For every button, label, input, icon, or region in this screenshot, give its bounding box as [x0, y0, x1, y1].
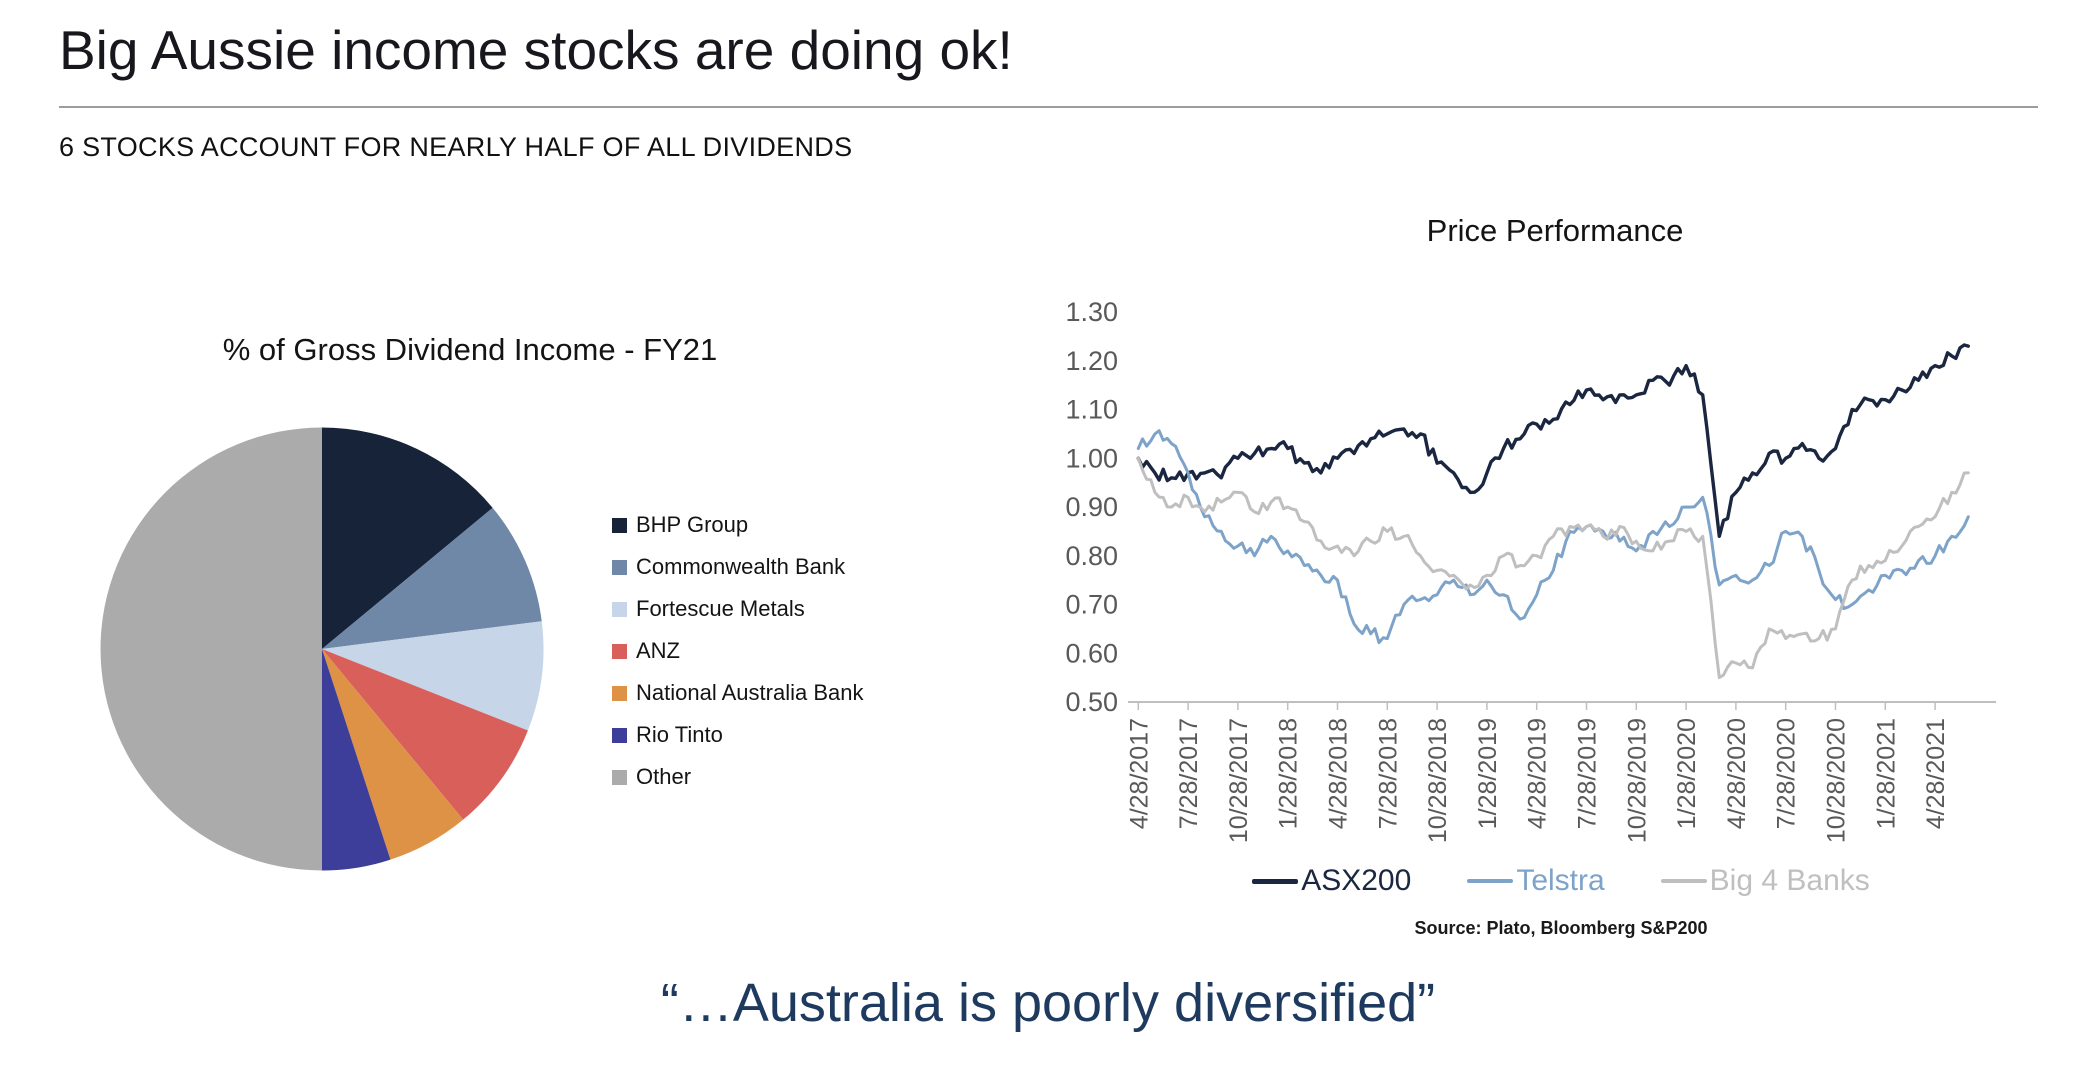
x-tick-label: 10/28/2018: [1424, 718, 1452, 843]
pie-legend-item-other: Other: [612, 764, 863, 790]
x-tick-label: 7/28/2017: [1175, 718, 1203, 829]
legend-label: Other: [636, 764, 692, 789]
pie-legend-item-fortescue-metals: Fortescue Metals: [612, 596, 863, 622]
legend-label: Big 4 Banks: [1709, 864, 1870, 897]
pie-slice-fortescue-metals: [322, 621, 544, 731]
pie-slice-rio-tinto: [322, 649, 391, 871]
title-divider: [59, 106, 2038, 108]
pie-legend-item-national-australia-bank: National Australia Bank: [612, 680, 863, 706]
legend-swatch-icon: [612, 769, 627, 785]
x-tick-label: 4/28/2021: [1922, 718, 1950, 829]
x-tick-label: 4/28/2020: [1723, 718, 1751, 829]
legend-label: BHP Group: [636, 512, 749, 537]
legend-label: Telstra: [1516, 864, 1605, 897]
series-line-big-4-banks: [1136, 456, 1970, 680]
x-tick-label: 10/28/2019: [1623, 718, 1651, 843]
pie-legend: BHP Group Commonwealth Bank Fortescue Meta…: [612, 512, 863, 790]
legend-swatch-icon: [612, 517, 627, 533]
y-tick-label: 0.70: [1065, 590, 1118, 620]
quote-text: “…Australia is poorly diversified”: [660, 973, 1436, 1033]
x-tick-label: 1/28/2019: [1474, 718, 1502, 829]
legend-label: Rio Tinto: [636, 722, 723, 747]
series-line-telstra: [1136, 429, 1970, 645]
line-legend-item-asx200: ASX200: [1252, 864, 1411, 898]
legend-swatch-icon: [612, 559, 627, 575]
x-tick-label: 7/28/2018: [1374, 718, 1402, 829]
y-tick-label: 0.90: [1065, 492, 1118, 522]
pie-legend-item-anz: ANZ: [612, 638, 863, 664]
legend-swatch-icon: [612, 643, 627, 659]
y-tick-label: 1.20: [1065, 346, 1118, 376]
line-legend-item-big-4-banks: Big 4 Banks: [1660, 864, 1870, 898]
pie-slice-bhp-group: [322, 427, 493, 649]
legend-label: ANZ: [636, 638, 680, 663]
x-tick-label: 1/28/2020: [1673, 718, 1701, 829]
y-tick-label: 1.10: [1065, 395, 1118, 425]
legend-line-swatch-icon: [1660, 879, 1707, 883]
pie-slice-commonwealth-bank: [322, 507, 542, 649]
x-tick-label: 7/28/2019: [1574, 718, 1602, 829]
legend-line-swatch-icon: [1467, 879, 1514, 883]
x-tick-label: 1/28/2021: [1872, 718, 1900, 829]
y-tick-label: 1.00: [1065, 443, 1118, 473]
pie-slice-other: [100, 427, 323, 871]
pie-chart-title: % of Gross Dividend Income - FY21: [222, 332, 718, 367]
legend-swatch-icon: [612, 685, 627, 701]
legend-line-swatch-icon: [1252, 878, 1299, 884]
legend-label: Fortescue Metals: [636, 596, 805, 621]
pie-legend-item-bhp-group: BHP Group: [612, 512, 863, 538]
pie-slice-national-australia-bank: [322, 649, 464, 860]
pie-chart: [100, 427, 544, 871]
legend-swatch-icon: [612, 727, 627, 743]
line-legend: ASX200 Telstra Big 4 Banks: [1086, 864, 2036, 898]
x-tick-label: 10/28/2020: [1823, 718, 1851, 843]
legend-label: National Australia Bank: [636, 680, 864, 705]
legend-swatch-icon: [612, 601, 627, 617]
x-tick-label: 4/28/2019: [1524, 718, 1552, 829]
line-chart-title: Price Performance: [1426, 213, 1684, 248]
y-tick-label: 1.30: [1065, 297, 1118, 327]
legend-label: ASX200: [1301, 864, 1412, 897]
x-tick-label: 10/28/2017: [1225, 718, 1253, 843]
y-tick-label: 0.80: [1065, 541, 1118, 571]
line-legend-item-telstra: Telstra: [1467, 864, 1605, 898]
y-tick-label: 0.50: [1065, 687, 1118, 717]
x-tick-label: 7/28/2020: [1773, 718, 1801, 829]
series-line-asx200: [1136, 343, 1970, 538]
x-tick-label: 4/28/2017: [1125, 718, 1153, 829]
legend-label: Commonwealth Bank: [636, 554, 846, 579]
pie-legend-item-rio-tinto: Rio Tinto: [612, 722, 863, 748]
pie-legend-item-commonwealth-bank: Commonwealth Bank: [612, 554, 863, 580]
y-tick-label: 0.60: [1065, 638, 1118, 668]
source-note: Source: Plato, Bloomberg S&P200: [1414, 918, 1708, 938]
x-tick-label: 1/28/2018: [1275, 718, 1303, 829]
line-chart: 0.50 0.60 0.70 0.80 0.90 1.00 1.10 1.20 1.30 4/28…: [1065, 297, 1996, 843]
pie-slice-anz: [322, 649, 528, 820]
x-tick-label: 4/28/2018: [1325, 718, 1353, 829]
page-title: Big Aussie income stocks are doing ok!: [59, 19, 1013, 81]
slide-subtitle: 6 STOCKS ACCOUNT FOR NEARLY HALF OF ALL …: [59, 132, 853, 162]
